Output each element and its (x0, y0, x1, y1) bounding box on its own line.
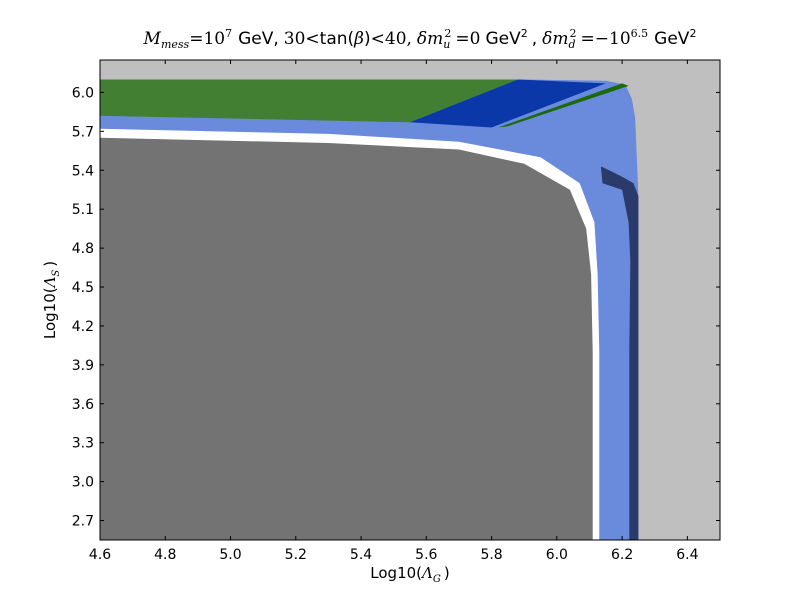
x-tick-label: 5.6 (415, 547, 437, 563)
region-blue-band (410, 79, 606, 128)
x-tick-label: 5.4 (350, 547, 372, 563)
y-tick-label: 4.5 (72, 280, 94, 296)
region-dark-navy (600, 166, 639, 540)
x-tick-label: 4.6 (89, 547, 111, 563)
y-tick-label: 4.2 (72, 319, 94, 335)
chart-title: Mmess=107 GeV, 30<tan(β)<40, δmu2 =0 GeV2, δmd… (143, 27, 697, 51)
y-tick-label: 5.1 (72, 202, 94, 218)
y-tick-label: 3.3 (72, 436, 94, 452)
x-tick-label: 6.4 (676, 547, 698, 563)
y-tick-label: 4.8 (72, 241, 94, 257)
x-tick-label: 5.0 (219, 547, 241, 563)
x-tick-label: 6.2 (611, 547, 633, 563)
x-tick-label: 5.2 (285, 547, 307, 563)
x-axis-label: Log10(ΛG) (370, 564, 449, 585)
y-tick-label: 5.7 (72, 124, 94, 140)
plot-frame (99, 59, 721, 541)
y-tick-label: 3.6 (72, 397, 94, 413)
y-tick-label: 2.7 (72, 514, 94, 530)
x-tick-label: 5.8 (480, 547, 502, 563)
region-green-stripe (498, 83, 629, 128)
x-tick-label: 6.0 (546, 547, 568, 563)
ticks-layer: 4.6 4.8 5.0 5.2 5.4 5.6 5.8 6.0 6.2 6.4 2.7 3.0 3.3 3… (72, 60, 720, 563)
region-green-top (100, 79, 518, 123)
y-axis-label: Log10(ΛS) (41, 261, 62, 339)
regions-layer (100, 60, 720, 541)
y-tick-label: 3.9 (72, 358, 94, 374)
y-tick-label: 3.0 (72, 475, 94, 491)
y-tick-label: 6.0 (72, 85, 94, 101)
region-gray-excluded (100, 137, 593, 541)
y-tick-label: 5.4 (72, 163, 94, 179)
x-tick-label: 4.8 (154, 547, 176, 563)
